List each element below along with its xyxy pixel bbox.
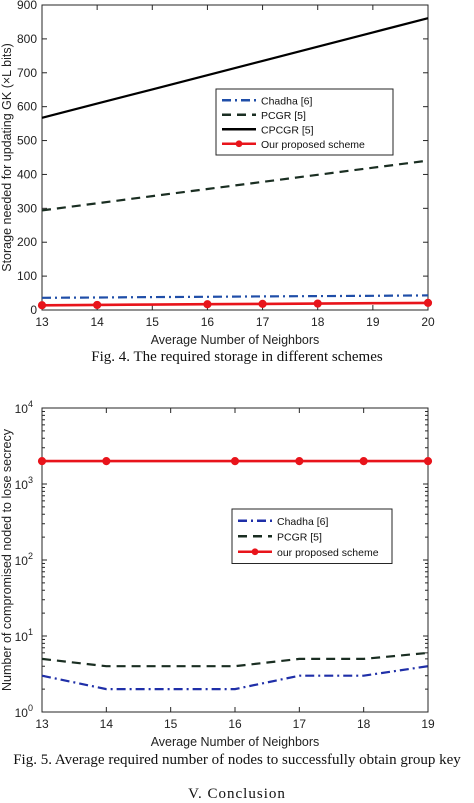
data-point <box>359 457 368 466</box>
x-tick-label: 14 <box>90 315 104 329</box>
y-tick-label: 600 <box>17 100 37 114</box>
y-tick-label: 100 <box>15 703 33 720</box>
legend-label-our-proposed-scheme: our proposed scheme <box>277 547 379 559</box>
x-tick-label: 20 <box>421 315 435 329</box>
x-tick-label: 13 <box>35 315 49 329</box>
x-tick-label: 18 <box>357 717 371 731</box>
y-tick-label: 0 <box>30 303 37 317</box>
legend-label-chadha-6: Chadha [6] <box>261 95 312 107</box>
x-tick-label: 15 <box>164 717 178 731</box>
data-point <box>37 457 47 466</box>
plot-area <box>41 407 429 713</box>
y-tick-label: 102 <box>15 551 33 568</box>
data-point <box>102 457 111 466</box>
data-point <box>258 299 267 308</box>
legend-label-pcgr-5: PCGR [5] <box>261 110 306 122</box>
legend-marker <box>251 548 259 556</box>
x-tick-label: 15 <box>146 315 160 329</box>
series-line-cpcgr-5 <box>41 17 429 119</box>
series-line-our-proposed-scheme <box>41 301 429 307</box>
x-tick-label: 14 <box>100 717 114 731</box>
x-axis-label: Average Number of Neighbors <box>151 333 320 347</box>
y-tick-label: 100 <box>17 269 37 283</box>
y-tick-label: 103 <box>15 475 33 492</box>
y-axis-label: Number of compromised noded to lose secr… <box>0 428 14 691</box>
data-point <box>37 301 47 310</box>
x-tick-label: 17 <box>293 717 307 731</box>
section-heading: V. Conclusion <box>188 786 286 802</box>
data-point <box>93 300 102 310</box>
legend-label-cpcgr-5: CPCGR [5] <box>261 124 314 136</box>
series-line-chadha-6 <box>41 665 429 691</box>
data-point <box>423 457 433 466</box>
y-tick-label: 400 <box>17 167 37 181</box>
y-axis-label: Storage needed for updating GK (×L bits) <box>0 43 14 272</box>
x-tick-label: 13 <box>35 717 49 731</box>
x-tick-label: 19 <box>366 315 380 329</box>
legend-box <box>231 508 393 564</box>
legend-label-pcgr-5: PCGR [5] <box>277 531 322 543</box>
x-tick-label: 18 <box>311 315 325 329</box>
y-tick-label: 800 <box>17 32 37 46</box>
data-point <box>230 457 240 466</box>
data-point <box>203 300 212 309</box>
x-axis-label: Average Number of Neighbors <box>151 735 320 749</box>
y-tick-label: 104 <box>15 399 33 416</box>
y-tick-label: 200 <box>17 235 37 249</box>
figure-5-caption: Fig. 5. Average required number of nodes… <box>13 752 461 768</box>
figure-4-caption: Fig. 4. The required storage in differen… <box>91 349 383 365</box>
plot-area <box>41 4 429 311</box>
data-point <box>295 457 304 466</box>
y-tick-label: 500 <box>17 134 37 148</box>
x-tick-label: 16 <box>201 315 215 329</box>
series-line-pcgr-5 <box>41 159 429 212</box>
x-tick-label: 19 <box>421 717 435 731</box>
x-tick-label: 16 <box>228 717 242 731</box>
storage-chart: 13 14 15 16 17 18 19 20010020030040050060070080… <box>0 0 435 347</box>
x-tick-label: 17 <box>256 315 270 329</box>
legend-label-chadha-6: Chadha [6] <box>277 516 328 528</box>
y-tick-label: 300 <box>17 201 37 215</box>
legend-label-our-proposed-scheme: Our proposed scheme <box>261 139 365 151</box>
y-tick-label: 900 <box>17 0 37 12</box>
series-line-chadha-6 <box>41 294 429 299</box>
data-point <box>313 299 322 308</box>
y-tick-label: 101 <box>15 627 33 644</box>
data-point <box>423 298 433 307</box>
y-tick-label: 700 <box>17 66 37 80</box>
legend-marker <box>235 140 243 148</box>
series-line-pcgr-5 <box>41 651 429 668</box>
